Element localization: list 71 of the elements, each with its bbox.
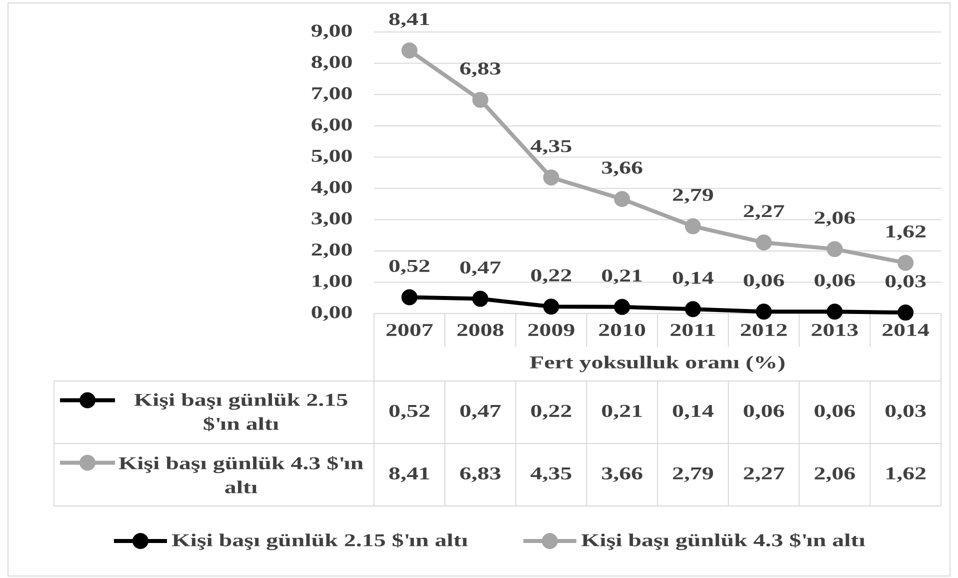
- y-tick-label: 2,00: [312, 244, 352, 258]
- point: [756, 234, 772, 250]
- text: 0,22: [531, 269, 572, 284]
- text: 6,83: [460, 62, 500, 78]
- point: [684, 301, 701, 318]
- x-tick-label: 2011: [670, 324, 715, 336]
- text: 2,06: [814, 212, 855, 226]
- data-label: 2,27: [744, 467, 784, 482]
- y-tick-label: 9,00: [311, 24, 352, 40]
- data-label: 1,62: [886, 467, 926, 482]
- point: [472, 290, 488, 307]
- point: [401, 42, 418, 58]
- point: [614, 191, 630, 208]
- point: [472, 92, 488, 108]
- point: [401, 289, 418, 306]
- data-label: 4,35: [530, 467, 572, 482]
- data-label: 3,66: [602, 467, 642, 482]
- text: 0,03: [886, 275, 926, 290]
- data-label: 6,83: [460, 467, 500, 482]
- data-label: 0,06: [744, 404, 784, 420]
- data-label: 0,22: [531, 404, 572, 420]
- text: 8,41: [389, 13, 430, 28]
- point: [826, 241, 843, 258]
- point: [898, 254, 914, 271]
- text: 0,14: [672, 272, 714, 286]
- x-tick-label: 2010: [599, 324, 646, 336]
- x-tick-label: 2012: [740, 324, 787, 336]
- text: 0,06: [744, 274, 784, 289]
- y-tick-label: 5,00: [312, 150, 352, 164]
- y-tick-label: 1,00: [312, 274, 352, 290]
- text: 3,66: [602, 162, 642, 176]
- data-label: 2,06: [814, 467, 855, 482]
- point: [684, 218, 701, 234]
- text: 4,35: [530, 140, 572, 155]
- point: [898, 304, 914, 321]
- point: [614, 298, 630, 315]
- text: 2,79: [672, 188, 714, 204]
- text: 0,21: [602, 270, 642, 284]
- y-tick-label: 8,00: [312, 56, 352, 71]
- data-label: 0,14: [672, 404, 714, 420]
- point: [543, 298, 560, 315]
- data-label: 0,52: [389, 404, 430, 420]
- y-tick-label: 7,00: [312, 87, 352, 102]
- data-label: 2,79: [672, 467, 714, 482]
- x-tick-label: 2009: [528, 324, 574, 336]
- data-label: 0,03: [886, 404, 926, 420]
- x-tick-label: 2013: [812, 324, 858, 336]
- data-label: 0,47: [460, 404, 501, 420]
- x-tick-label: 2008: [457, 324, 504, 336]
- data-label: 0,06: [814, 404, 855, 420]
- text: 0,52: [389, 260, 430, 275]
- data-label: 0,21: [602, 404, 642, 420]
- text: 0,06: [814, 274, 855, 289]
- y-tick-label: 3,00: [312, 212, 352, 228]
- text: Kişi başı günlük 2.15 $'ın altı: [172, 533, 468, 550]
- point: [756, 304, 772, 320]
- text: 1,62: [886, 225, 926, 240]
- x-tick-label: 2014: [882, 324, 930, 336]
- point: [543, 169, 560, 186]
- point: [826, 304, 843, 320]
- text: Kişi başı günlük 4.3 $'ın altı: [581, 533, 866, 550]
- y-tick-label: 0,00: [312, 306, 352, 321]
- y-tick-label: 4,00: [311, 180, 352, 196]
- legend-label: Kişi başı günlük 2.15 $'ın altı: [134, 393, 348, 432]
- text: 2,27: [744, 205, 784, 220]
- x-axis-title: Fert yoksulluk oranı (%): [530, 356, 784, 372]
- legend-label: Kişi başı günlük 4.3 $'ın altı: [118, 456, 364, 494]
- x-tick-label: 2007: [386, 324, 433, 336]
- y-tick-label: 6,00: [312, 118, 352, 134]
- data-label: 8,41: [389, 467, 430, 482]
- text: 0,47: [460, 261, 501, 276]
